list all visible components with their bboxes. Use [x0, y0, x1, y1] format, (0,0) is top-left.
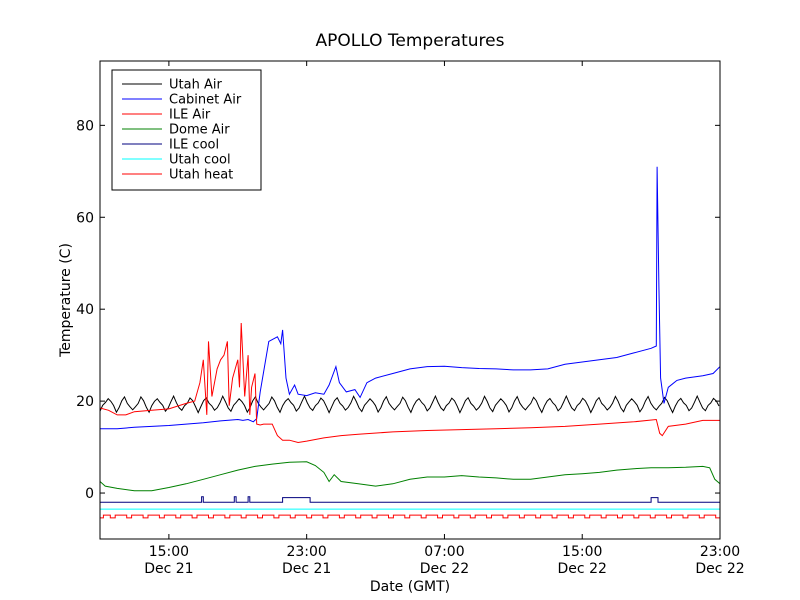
x-axis-label: Date (GMT) — [370, 579, 450, 595]
y-tick-label: 80 — [76, 118, 94, 134]
x-tick-time: 15:00 — [149, 544, 189, 560]
legend-label: ILE Air — [169, 108, 211, 123]
series-line-dome-air — [100, 461, 720, 492]
x-tick-time: 23:00 — [286, 544, 326, 560]
series-line-ile-air — [100, 322, 720, 444]
series-lines — [100, 166, 720, 519]
chart-title: APOLLO Temperatures — [316, 31, 505, 51]
x-tick-date: Dec 22 — [558, 561, 607, 577]
x-tick-time: 15:00 — [562, 544, 602, 560]
legend-label: Dome Air — [169, 123, 230, 138]
x-tick-time: 07:00 — [424, 544, 464, 560]
legend-label: Cabinet Air — [169, 93, 242, 108]
x-tick-date: Dec 22 — [695, 561, 744, 577]
y-tick-label: 0 — [85, 486, 94, 502]
y-axis-label: Temperature (C) — [58, 243, 74, 358]
legend-box — [111, 69, 262, 191]
x-tick-date: Dec 22 — [420, 561, 469, 577]
x-tick-date: Dec 21 — [144, 561, 193, 577]
x-tick-date: Dec 21 — [282, 561, 331, 577]
y-tick-label: 40 — [76, 302, 94, 318]
y-tick-label: 20 — [76, 394, 94, 410]
series-line-utah-air — [100, 394, 720, 414]
legend-label: ILE cool — [169, 138, 219, 153]
series-line-cabinet-air — [100, 166, 720, 430]
axes-frame — [99, 60, 721, 540]
x-tick-time: 23:00 — [700, 544, 740, 560]
series-line-ile-cool — [100, 496, 720, 503]
series-line-utah-heat — [100, 514, 720, 519]
legend-label: Utah Air — [169, 78, 222, 93]
legend-label: Utah heat — [169, 168, 233, 183]
legend-label: Utah cool — [169, 153, 231, 168]
y-tick-label: 60 — [76, 210, 94, 226]
